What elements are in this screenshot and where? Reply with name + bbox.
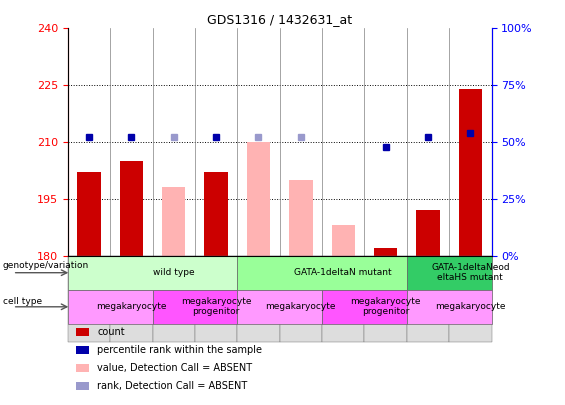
Text: GATA-1deltaN mutant: GATA-1deltaN mutant <box>294 268 392 277</box>
Bar <box>322 290 407 324</box>
Bar <box>374 248 397 256</box>
Text: cell type: cell type <box>3 297 42 306</box>
Bar <box>247 142 270 256</box>
Text: megakaryocyte
progenitor: megakaryocyte progenitor <box>350 297 421 316</box>
Text: wild type: wild type <box>153 268 194 277</box>
Bar <box>407 290 492 324</box>
Bar <box>237 290 322 324</box>
Bar <box>68 256 110 342</box>
Bar <box>289 180 312 256</box>
Bar <box>153 290 237 324</box>
Bar <box>407 256 492 290</box>
Text: genotype/variation: genotype/variation <box>3 261 89 270</box>
Bar <box>68 256 237 290</box>
Bar <box>120 161 143 256</box>
Bar <box>449 256 492 342</box>
Text: percentile rank within the sample: percentile rank within the sample <box>98 345 263 355</box>
Bar <box>416 210 440 256</box>
Bar <box>77 172 101 256</box>
Bar <box>162 188 185 256</box>
Text: count: count <box>98 327 125 337</box>
Bar <box>205 172 228 256</box>
Bar <box>407 256 449 342</box>
Text: megakaryocyte: megakaryocyte <box>435 302 506 311</box>
Text: megakaryocyte
progenitor: megakaryocyte progenitor <box>181 297 251 316</box>
Bar <box>76 364 89 372</box>
Bar <box>76 382 89 390</box>
Bar <box>68 290 153 324</box>
Bar <box>76 346 89 354</box>
Bar <box>280 256 322 342</box>
Text: GATA-1deltaNeod
eltaHS mutant: GATA-1deltaNeod eltaHS mutant <box>431 263 510 282</box>
Text: value, Detection Call = ABSENT: value, Detection Call = ABSENT <box>98 363 253 373</box>
Bar <box>195 256 237 342</box>
Title: GDS1316 / 1432631_at: GDS1316 / 1432631_at <box>207 13 352 26</box>
Bar <box>459 89 482 256</box>
Bar <box>237 256 407 290</box>
Text: megakaryocyte: megakaryocyte <box>266 302 336 311</box>
Bar <box>332 225 355 256</box>
Bar <box>364 256 407 342</box>
Bar <box>237 256 280 342</box>
Bar <box>153 256 195 342</box>
Text: megakaryocyte: megakaryocyte <box>96 302 167 311</box>
Text: rank, Detection Call = ABSENT: rank, Detection Call = ABSENT <box>98 381 247 391</box>
Bar <box>76 328 89 336</box>
Bar <box>322 256 364 342</box>
Bar <box>110 256 153 342</box>
